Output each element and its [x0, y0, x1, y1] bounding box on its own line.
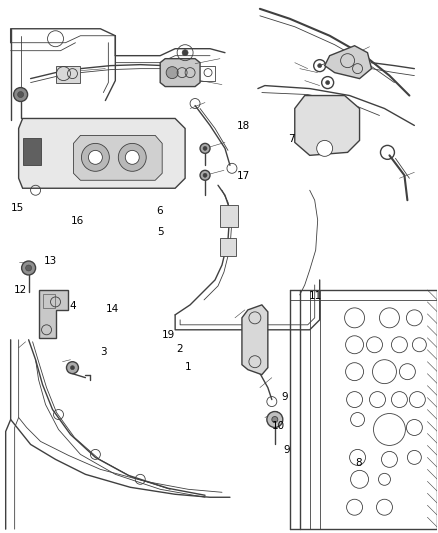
Circle shape [125, 150, 139, 164]
Circle shape [182, 50, 188, 55]
Text: 16: 16 [71, 216, 84, 227]
Text: 7: 7 [288, 134, 294, 144]
Text: 2: 2 [177, 344, 183, 354]
Circle shape [166, 67, 178, 78]
Circle shape [18, 92, 24, 98]
Text: 13: 13 [44, 256, 57, 266]
Circle shape [326, 80, 330, 85]
Polygon shape [19, 118, 185, 188]
Polygon shape [325, 46, 371, 78]
Polygon shape [74, 135, 162, 180]
Circle shape [81, 143, 110, 171]
Circle shape [272, 416, 278, 423]
Circle shape [21, 261, 35, 275]
Polygon shape [242, 305, 268, 375]
Text: 17: 17 [237, 171, 250, 181]
Circle shape [88, 150, 102, 164]
Text: 18: 18 [237, 120, 250, 131]
Text: 15: 15 [11, 203, 24, 213]
Polygon shape [295, 95, 360, 155]
Text: 9: 9 [283, 445, 290, 455]
Circle shape [25, 265, 32, 271]
Text: 14: 14 [106, 304, 119, 314]
Text: 11: 11 [308, 290, 321, 301]
Circle shape [267, 411, 283, 427]
Text: 10: 10 [272, 421, 285, 431]
Circle shape [203, 147, 207, 150]
Circle shape [317, 140, 332, 156]
Circle shape [203, 173, 207, 177]
Bar [220, 205, 238, 227]
Polygon shape [23, 139, 41, 165]
Circle shape [200, 143, 210, 154]
Bar [220, 238, 236, 256]
Circle shape [200, 171, 210, 180]
Polygon shape [56, 66, 81, 83]
Text: 5: 5 [157, 227, 163, 237]
Circle shape [118, 143, 146, 171]
Text: 4: 4 [69, 301, 76, 311]
Text: 1: 1 [185, 362, 192, 373]
Polygon shape [39, 290, 68, 338]
Polygon shape [160, 59, 200, 86]
Text: 19: 19 [162, 329, 175, 340]
Circle shape [71, 366, 74, 370]
Text: 3: 3 [100, 346, 106, 357]
Circle shape [67, 362, 78, 374]
Circle shape [318, 63, 321, 68]
Text: 12: 12 [14, 285, 27, 295]
Circle shape [14, 87, 28, 101]
Text: 9: 9 [281, 392, 288, 402]
Text: 8: 8 [355, 458, 362, 468]
Text: 6: 6 [157, 206, 163, 216]
Bar [42, 294, 54, 308]
